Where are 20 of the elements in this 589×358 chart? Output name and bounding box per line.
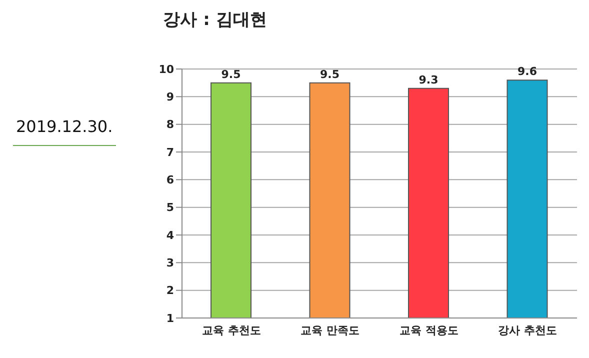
y-tick-label: 7 [166, 146, 174, 159]
y-tick-label: 1 [166, 312, 174, 325]
y-tick-label: 6 [166, 174, 174, 187]
y-tick-label: 3 [166, 256, 174, 270]
data-label: 9.5 [320, 68, 340, 81]
chart-title: 강사 : 김대현 [162, 9, 268, 31]
y-tick-label: 10 [158, 62, 174, 76]
y-tick-label: 8 [166, 118, 174, 132]
y-tick-label: 5 [166, 201, 174, 214]
text: 2019.12.30. [16, 117, 113, 136]
x-tick-label: 교육 만족도 [300, 324, 360, 337]
data-label: 9.6 [518, 65, 538, 78]
data-label: 9.5 [221, 68, 241, 81]
x-tick-label: 강사 추천도 [498, 324, 558, 337]
y-tick-label: 2 [166, 284, 174, 298]
y-tick-label: 9 [166, 90, 174, 104]
x-tick-label: 교육 추천도 [202, 324, 261, 337]
x-tick-label: 교육 적용도 [399, 324, 458, 337]
data-label: 9.3 [418, 73, 438, 86]
y-tick-label: 4 [166, 228, 174, 242]
